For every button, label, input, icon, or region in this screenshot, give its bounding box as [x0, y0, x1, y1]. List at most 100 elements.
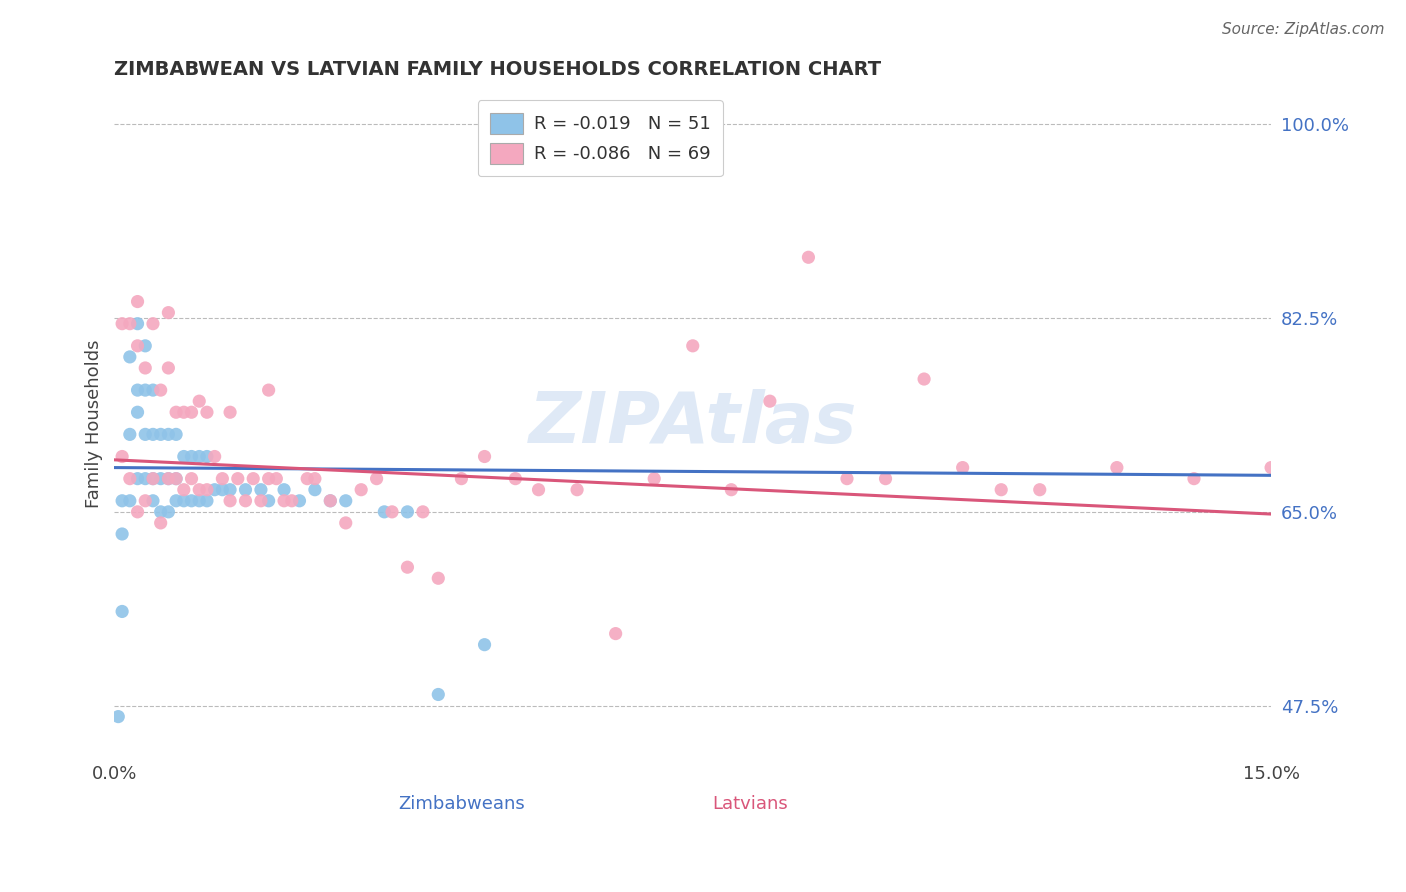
Point — [235, 483, 257, 497]
Text: Source: ZipAtlas.com: Source: ZipAtlas.com — [1222, 22, 1385, 37]
Point — [157, 472, 180, 486]
Point — [250, 493, 273, 508]
Point — [142, 472, 165, 486]
Point — [505, 472, 527, 486]
Point — [295, 472, 318, 486]
Point — [142, 383, 165, 397]
Point — [118, 493, 141, 508]
Point — [127, 472, 149, 486]
Point — [195, 483, 218, 497]
Point — [412, 505, 434, 519]
Point — [1182, 472, 1205, 486]
Point — [195, 405, 218, 419]
Point — [875, 472, 897, 486]
Point — [242, 472, 264, 486]
Point — [797, 250, 820, 264]
Point — [188, 493, 211, 508]
Point — [173, 493, 195, 508]
Point — [157, 361, 180, 376]
Point — [304, 483, 326, 497]
Point — [474, 450, 496, 464]
Point — [565, 483, 588, 497]
Point — [273, 493, 295, 508]
Point — [990, 483, 1012, 497]
Point — [180, 405, 202, 419]
Point — [350, 483, 373, 497]
Point — [366, 472, 388, 486]
Point — [1105, 460, 1128, 475]
Point — [134, 361, 156, 376]
Point — [281, 493, 304, 508]
Point — [149, 472, 172, 486]
Point — [127, 383, 149, 397]
Point — [127, 505, 149, 519]
Y-axis label: Family Households: Family Households — [86, 339, 103, 508]
Point — [111, 317, 134, 331]
Point — [219, 405, 242, 419]
Point — [118, 472, 141, 486]
Point — [373, 505, 395, 519]
Point — [335, 516, 357, 530]
Point — [134, 427, 156, 442]
Point — [235, 493, 257, 508]
Point — [127, 405, 149, 419]
Point — [111, 493, 134, 508]
Point — [149, 427, 172, 442]
Text: ZIPAtlas: ZIPAtlas — [529, 389, 858, 458]
Point — [1260, 460, 1282, 475]
Point — [204, 450, 226, 464]
Point — [157, 505, 180, 519]
Point — [107, 709, 129, 723]
Point — [157, 305, 180, 319]
Point — [157, 427, 180, 442]
Point — [173, 483, 195, 497]
Point — [157, 472, 180, 486]
Point — [250, 483, 273, 497]
Point — [257, 472, 280, 486]
Point — [142, 472, 165, 486]
Point — [304, 472, 326, 486]
Point — [127, 317, 149, 331]
Point — [204, 483, 226, 497]
Point — [195, 450, 218, 464]
Point — [912, 372, 935, 386]
Point — [180, 450, 202, 464]
Point — [165, 472, 187, 486]
Point — [134, 339, 156, 353]
Point — [165, 472, 187, 486]
Point — [173, 405, 195, 419]
Point — [165, 405, 187, 419]
Point — [335, 493, 357, 508]
Point — [381, 505, 404, 519]
Point — [118, 427, 141, 442]
Point — [195, 493, 218, 508]
Point — [952, 460, 974, 475]
Point — [111, 527, 134, 541]
Point — [257, 493, 280, 508]
Point — [118, 317, 141, 331]
Point — [127, 294, 149, 309]
Point — [188, 394, 211, 409]
Point — [173, 450, 195, 464]
Point — [288, 493, 311, 508]
Text: Latvians: Latvians — [713, 795, 789, 814]
Point — [266, 472, 288, 486]
Point — [211, 472, 233, 486]
Point — [142, 427, 165, 442]
Point — [149, 505, 172, 519]
Point — [427, 688, 450, 702]
Point — [219, 483, 242, 497]
Point — [118, 350, 141, 364]
Point — [1029, 483, 1052, 497]
Point — [134, 472, 156, 486]
Point — [149, 383, 172, 397]
Point — [527, 483, 550, 497]
Point — [134, 383, 156, 397]
Point — [188, 450, 211, 464]
Point — [180, 472, 202, 486]
Point — [319, 493, 342, 508]
Point — [111, 450, 134, 464]
Point — [257, 383, 280, 397]
Point — [759, 394, 782, 409]
Point — [643, 472, 665, 486]
